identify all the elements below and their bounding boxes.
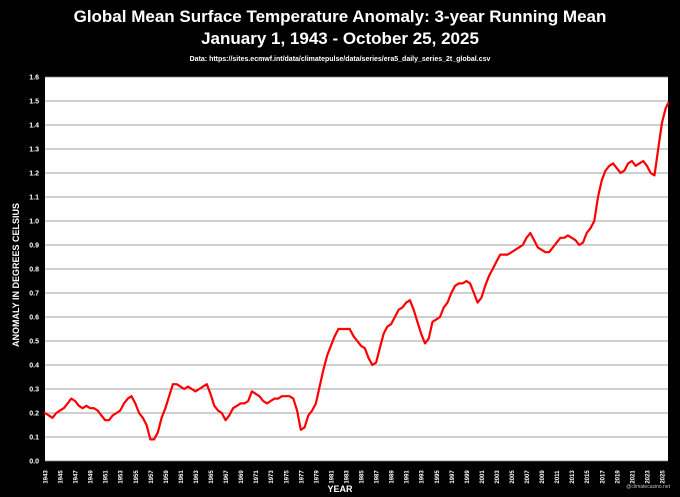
- y-tick-label: 1.2: [29, 171, 39, 178]
- x-tick-label: 1987: [375, 470, 381, 484]
- y-tick-label: 0.7: [29, 291, 39, 298]
- x-tick-label: 1967: [224, 470, 230, 484]
- y-tick-label: 1.6: [29, 75, 39, 82]
- y-tick-label: 0.4: [29, 363, 39, 370]
- chart-title: Global Mean Surface Temperature Anomaly:…: [73, 7, 607, 26]
- x-tick-label: 1961: [179, 470, 185, 484]
- x-tick-label: 1973: [269, 470, 275, 484]
- x-tick-label: 2023: [645, 470, 651, 484]
- y-tick-label: 0.5: [29, 339, 39, 346]
- x-tick-label: 1993: [420, 470, 426, 484]
- x-tick-label: 2013: [570, 470, 576, 484]
- x-tick-label: 1955: [134, 470, 140, 484]
- series-group: [43, 102, 670, 441]
- x-tick-label: 2025: [660, 470, 666, 484]
- x-tick-label: 1999: [465, 470, 471, 484]
- x-tick-label: 1963: [194, 470, 200, 484]
- x-tick-label: 2003: [495, 470, 501, 484]
- y-tick-label: 1.4: [29, 123, 39, 130]
- x-tick-label: 2005: [510, 470, 516, 484]
- x-tick-label: 1959: [164, 470, 170, 484]
- x-tick-label: 1981: [329, 470, 335, 484]
- x-tick-label: 1943: [44, 470, 50, 484]
- x-tick-label: 1945: [59, 470, 65, 484]
- x-tick-label: 2007: [525, 470, 531, 484]
- y-tick-label: 0.0: [29, 459, 39, 466]
- x-tick-label: 1947: [74, 470, 80, 484]
- x-tick-label: 1985: [360, 470, 366, 484]
- y-tick-label: 0.8: [29, 267, 39, 274]
- data-source: Data: https://sites.ecmwf.int/data/clima…: [189, 56, 491, 63]
- x-tick-label: 2019: [615, 470, 621, 484]
- x-tick-label: 1977: [299, 470, 305, 484]
- x-tick-label: 1965: [209, 470, 215, 484]
- x-tick-label: 1991: [405, 470, 411, 484]
- y-tick-label: 1.0: [29, 219, 39, 226]
- y-tick-label: 0.2: [29, 411, 39, 418]
- x-tick-label: 2009: [540, 470, 546, 484]
- x-tick-label: 1989: [390, 470, 396, 484]
- series-line: [43, 102, 670, 441]
- x-tick-labels: 1943 1945 1947 1949 1951 1953 1955 1957 1959 1961…: [44, 470, 667, 484]
- x-tick-label: 2017: [600, 470, 606, 484]
- y-tick-labels: 0.0 0.1 0.2 0.3 0.4 0.5 0.6 0.7 0.8 0.9 1.0 1.1 1.2 1…: [29, 75, 39, 466]
- watermark: @climatecasino.net: [626, 484, 670, 490]
- x-tick-label: 1949: [89, 470, 95, 484]
- chart-subtitle: January 1, 1943 - October 25, 2025: [201, 29, 479, 48]
- x-tick-label: 2021: [630, 470, 636, 484]
- x-tick-label: 1979: [314, 470, 320, 484]
- y-tick-label: 0.1: [29, 435, 39, 442]
- x-tick-label: 1957: [149, 470, 155, 484]
- x-tick-label: 1995: [435, 470, 441, 484]
- x-tick-label: 2011: [555, 470, 561, 484]
- y-tick-label: 1.5: [29, 99, 39, 106]
- x-axis-label: YEAR: [327, 484, 353, 494]
- x-tick-label: 1983: [344, 470, 350, 484]
- y-tick-label: 0.9: [29, 243, 39, 250]
- y-tick-label: 1.3: [29, 147, 39, 154]
- y-tick-label: 0.6: [29, 315, 39, 322]
- x-tick-label: 1971: [254, 470, 260, 484]
- x-tick-label: 1969: [239, 470, 245, 484]
- x-tick-label: 1951: [104, 470, 110, 484]
- x-tick-label: 2001: [480, 470, 486, 484]
- x-tick-label: 1997: [450, 470, 456, 484]
- x-tick-label: 1975: [284, 470, 290, 484]
- x-tick-label: 1953: [119, 470, 125, 484]
- y-tick-label: 0.3: [29, 387, 39, 394]
- y-tick-label: 1.1: [29, 195, 39, 202]
- x-tick-label: 2015: [585, 470, 591, 484]
